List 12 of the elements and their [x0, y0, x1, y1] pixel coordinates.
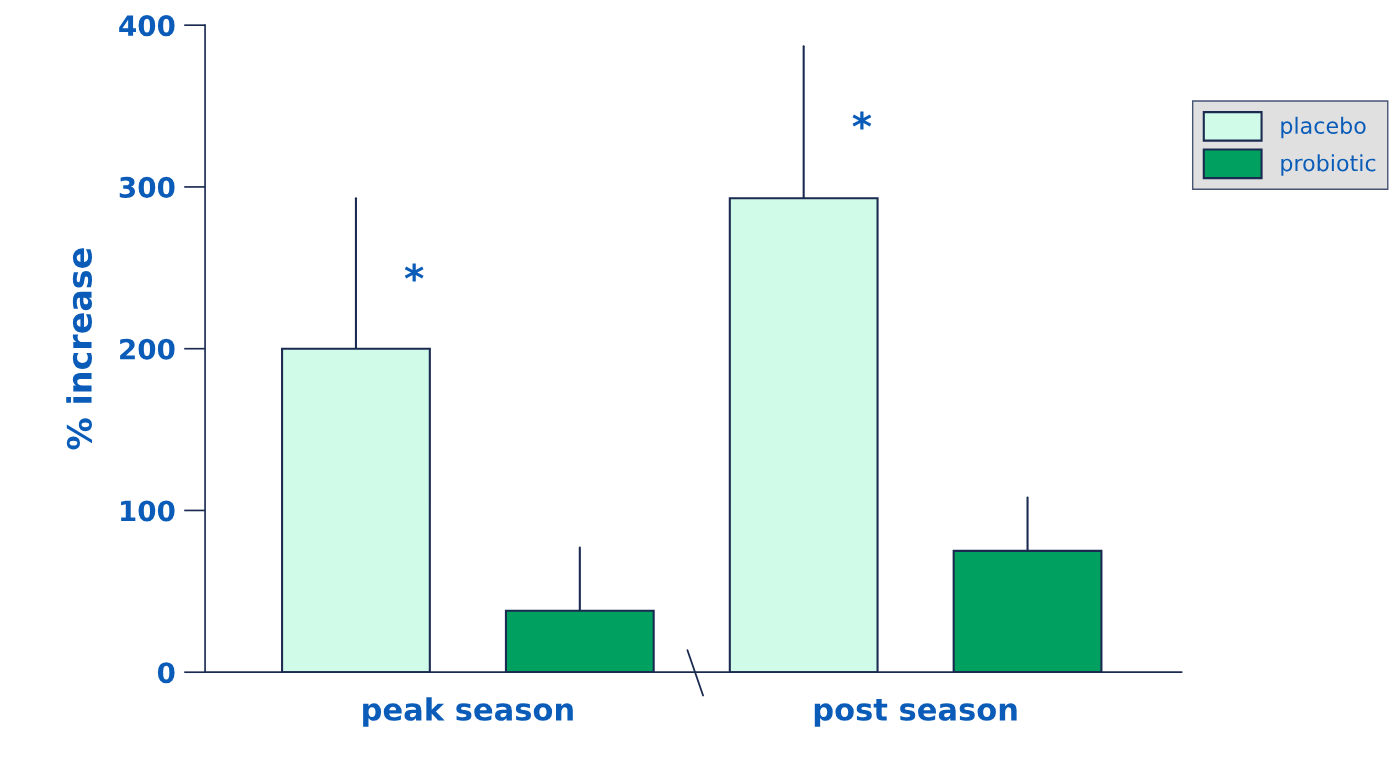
y-tick-label: 200 [120, 338, 175, 360]
legend-label: placebo [1281, 116, 1366, 139]
x-tick-label: post season [814, 698, 1017, 727]
x-tick-label: peak season [363, 697, 573, 727]
annotation: * [404, 263, 424, 282]
y-tick-label: 400 [119, 15, 175, 37]
y-tick-label: 0 [157, 662, 175, 684]
annotation: * [852, 111, 872, 130]
y-tick-label: 300 [119, 176, 175, 198]
legend-label: probiotic [1281, 154, 1376, 176]
y-tick-label: 100 [121, 500, 175, 522]
y-axis-title: % increase [66, 248, 93, 450]
